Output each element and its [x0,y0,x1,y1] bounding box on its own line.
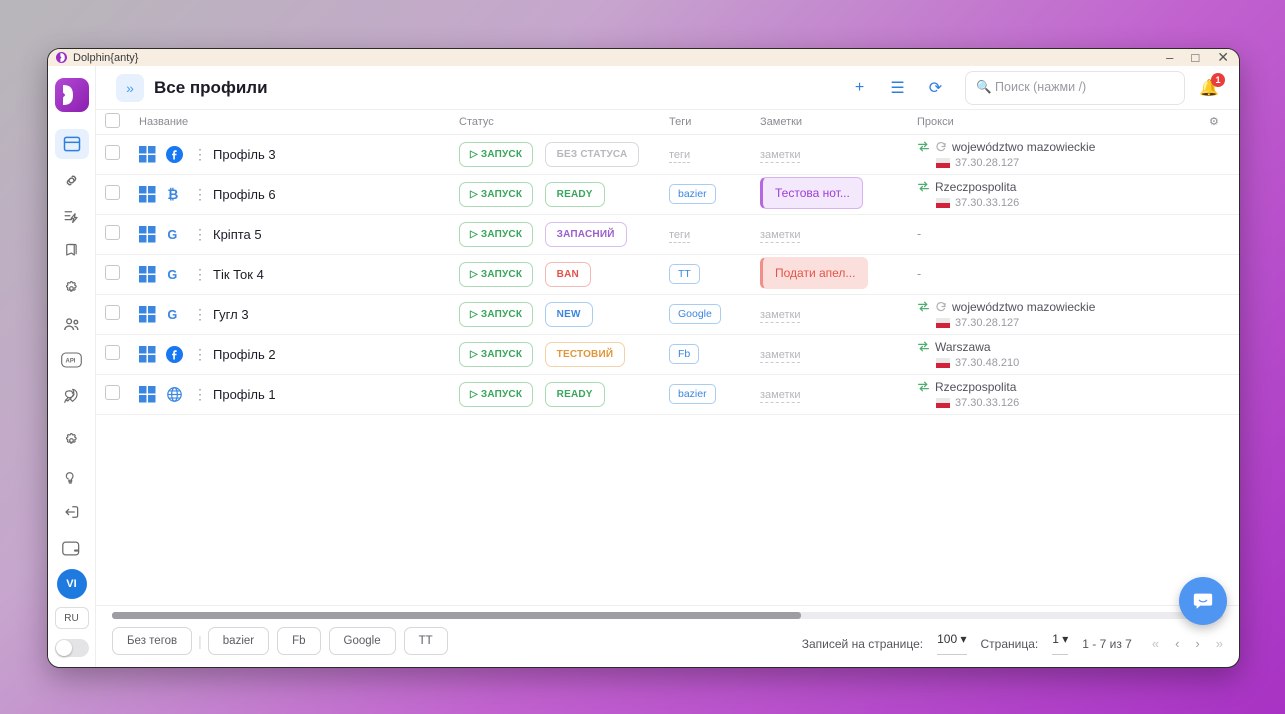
svg-text:API: API [66,358,76,364]
svg-text:₿: ₿ [167,186,178,201]
svg-text:G: G [167,306,177,321]
svg-text:G: G [167,226,177,241]
svg-text:G: G [167,266,177,281]
